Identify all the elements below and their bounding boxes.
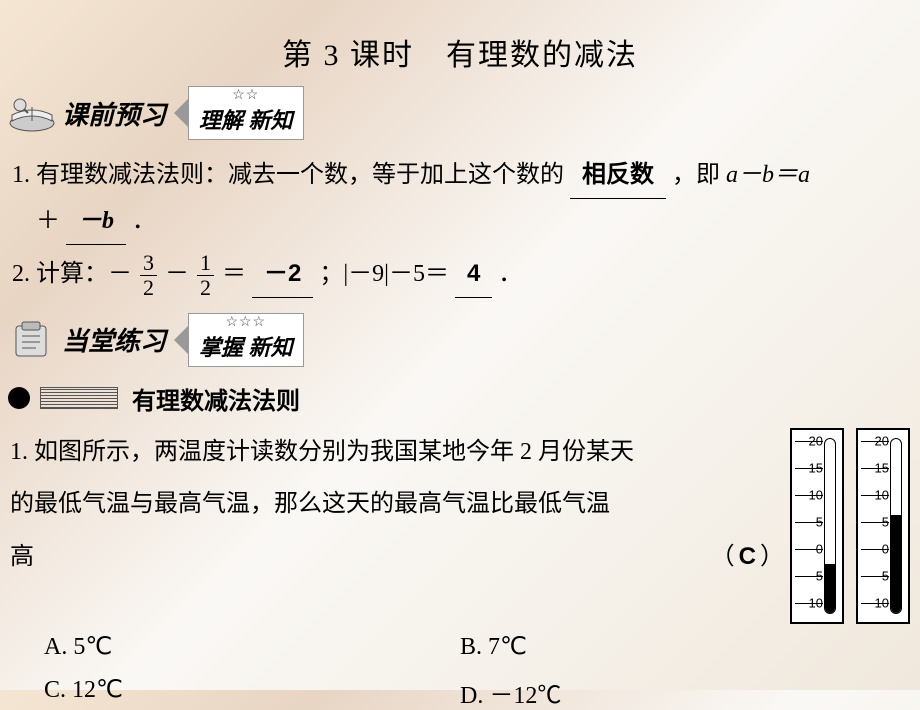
section-practice-box: ☆☆☆ 掌握 新知 (174, 313, 304, 367)
q1-period: ． (132, 208, 156, 234)
stars-icon-2: ☆☆☆ (199, 316, 293, 330)
q3-answer: C (735, 543, 760, 570)
book-icon (8, 93, 56, 133)
page-title: 第 3 课时 有理数的减法 (0, 0, 920, 74)
q2-blank-1: －2 (252, 251, 313, 298)
question-1: 1. 有理数减法法则：减去一个数，等于加上这个数的 相反数 ，即 a－b＝a ＋… (12, 152, 908, 245)
q2-eq: ＝ (222, 261, 246, 287)
section-preview-label: 课前预习 (62, 95, 166, 132)
clipboard-icon (8, 320, 56, 360)
q2-sep: ；|－9|－5＝ (319, 261, 449, 287)
section-practice-label: 当堂练习 (62, 321, 166, 358)
question-3: 1. 如图所示，两温度计读数分别为我国某地今年 2 月份某天 的最低气温与最高气… (0, 426, 920, 624)
stars-icon: ☆☆ (199, 89, 293, 103)
q3-line2: 的最低气温与最高气温，那么这天的最高气温比最低气温 (10, 478, 784, 531)
hatch-icon (40, 387, 118, 409)
q2-period: ． (498, 261, 522, 287)
q2-blank-2: 4 (455, 251, 492, 298)
q1-mid: ，即 (672, 162, 726, 188)
section-practice-header: 当堂练习 ☆☆☆ 掌握 新知 (8, 313, 920, 367)
q1-text: 1. 有理数减法法则：减去一个数，等于加上这个数的 (12, 162, 564, 188)
q3-line3: 高 (10, 531, 34, 584)
q1-blank-1: 相反数 (570, 152, 666, 199)
option-c: C. 12℃ (44, 675, 460, 710)
fraction-2: 1 2 (197, 251, 214, 300)
q3-line1: 1. 如图所示，两温度计读数分别为我国某地今年 2 月份某天 (10, 426, 784, 479)
q1-blank-2: －b (66, 199, 126, 246)
section-practice-subtext: 掌握 新知 (199, 330, 293, 362)
section-preview-box: ☆☆ 理解 新知 (174, 86, 304, 140)
option-a: A. 5℃ (44, 632, 460, 661)
section-preview-subtext: 理解 新知 (199, 103, 293, 135)
thermometer-low: 20151050510 (790, 428, 844, 624)
q2-minus: － (165, 261, 189, 287)
q3-answer-paren: （C） (711, 531, 784, 584)
q3-options: A. 5℃ B. 7℃ C. 12℃ D. －12℃ (0, 632, 920, 710)
question-2: 2. 计算：－ 3 2 － 1 2 ＝ －2 ；|－9|－5＝ 4 ． (12, 251, 908, 300)
thermometer-high: 20151050510 (856, 428, 910, 624)
option-d: D. －12℃ (460, 675, 876, 710)
thermometers: 20151050510 20151050510 (790, 428, 910, 624)
q2-prefix: 2. 计算：－ (12, 261, 132, 287)
q1-plus: ＋ (12, 208, 60, 234)
q1-expr: a－b＝a (726, 162, 810, 188)
bullet-icon (8, 387, 30, 409)
section-preview-header: 课前预习 ☆☆ 理解 新知 (8, 86, 920, 140)
option-b: B. 7℃ (460, 632, 876, 661)
fraction-1: 3 2 (140, 251, 157, 300)
knowledge-point-text: 有理数减法法则 (132, 381, 300, 416)
knowledge-point: 有理数减法法则 (8, 381, 920, 416)
